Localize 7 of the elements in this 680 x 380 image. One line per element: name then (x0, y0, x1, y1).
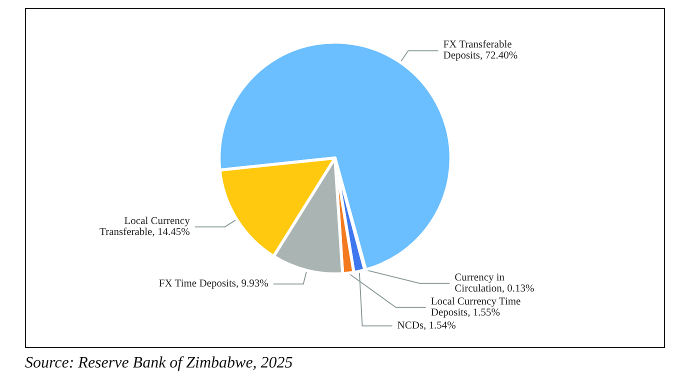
slice-label: Local Currency Time Deposits, 1.55% (430, 296, 522, 318)
slice-label: Local Currency Transferable, 14.45% (100, 216, 191, 238)
source-note: Source: Reserve Bank of Zimbabwe, 2025 (25, 354, 293, 372)
slice-label: NCDs, 1.54% (397, 320, 456, 332)
slice-label: FX Transferable Deposits, 72.40% (443, 40, 518, 62)
slice-label: FX Time Deposits, 9.93% (158, 278, 269, 290)
slice-label: Currency in Circulation, 0.13% (454, 272, 535, 294)
